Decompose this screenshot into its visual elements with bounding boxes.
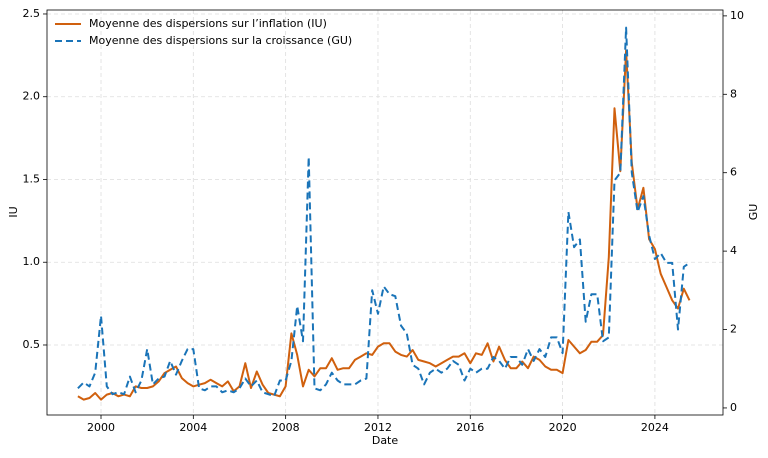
- y-axis-label: IU: [7, 206, 20, 217]
- y-tick-label: 1.5: [23, 172, 41, 185]
- y2-tick-label: 4: [730, 244, 737, 257]
- data-line: [77, 49, 691, 401]
- y-tick-label: 1.0: [23, 255, 41, 268]
- x-tick-label: 2016: [456, 421, 484, 434]
- y-tick-label: 2.5: [23, 7, 41, 20]
- y2-axis-label: GU: [747, 204, 760, 221]
- legend-label: Moyenne des dispersions sur la croissanc…: [89, 34, 352, 47]
- x-tick-label: 2020: [549, 421, 577, 434]
- x-tick-label: 2008: [272, 421, 300, 434]
- y-tick-label: 0.5: [23, 338, 41, 351]
- x-tick-label: 2012: [364, 421, 392, 434]
- y2-tick-label: 10: [730, 9, 744, 22]
- legend-label: Moyenne des dispersions sur l’inflation …: [89, 17, 327, 30]
- y2-tick-label: 0: [730, 401, 737, 414]
- x-tick-label: 2000: [87, 421, 115, 434]
- y2-tick-label: 6: [730, 166, 737, 179]
- x-tick-label: 2004: [179, 421, 207, 434]
- y2-tick-label: 8: [730, 87, 737, 100]
- plot-frame: [46, 9, 724, 416]
- y2-tick-label: 2: [730, 323, 737, 336]
- data-line: [77, 26, 691, 398]
- x-tick-label: 2024: [641, 421, 669, 434]
- y-tick-label: 2.0: [23, 90, 41, 103]
- x-axis-label: Date: [372, 434, 399, 447]
